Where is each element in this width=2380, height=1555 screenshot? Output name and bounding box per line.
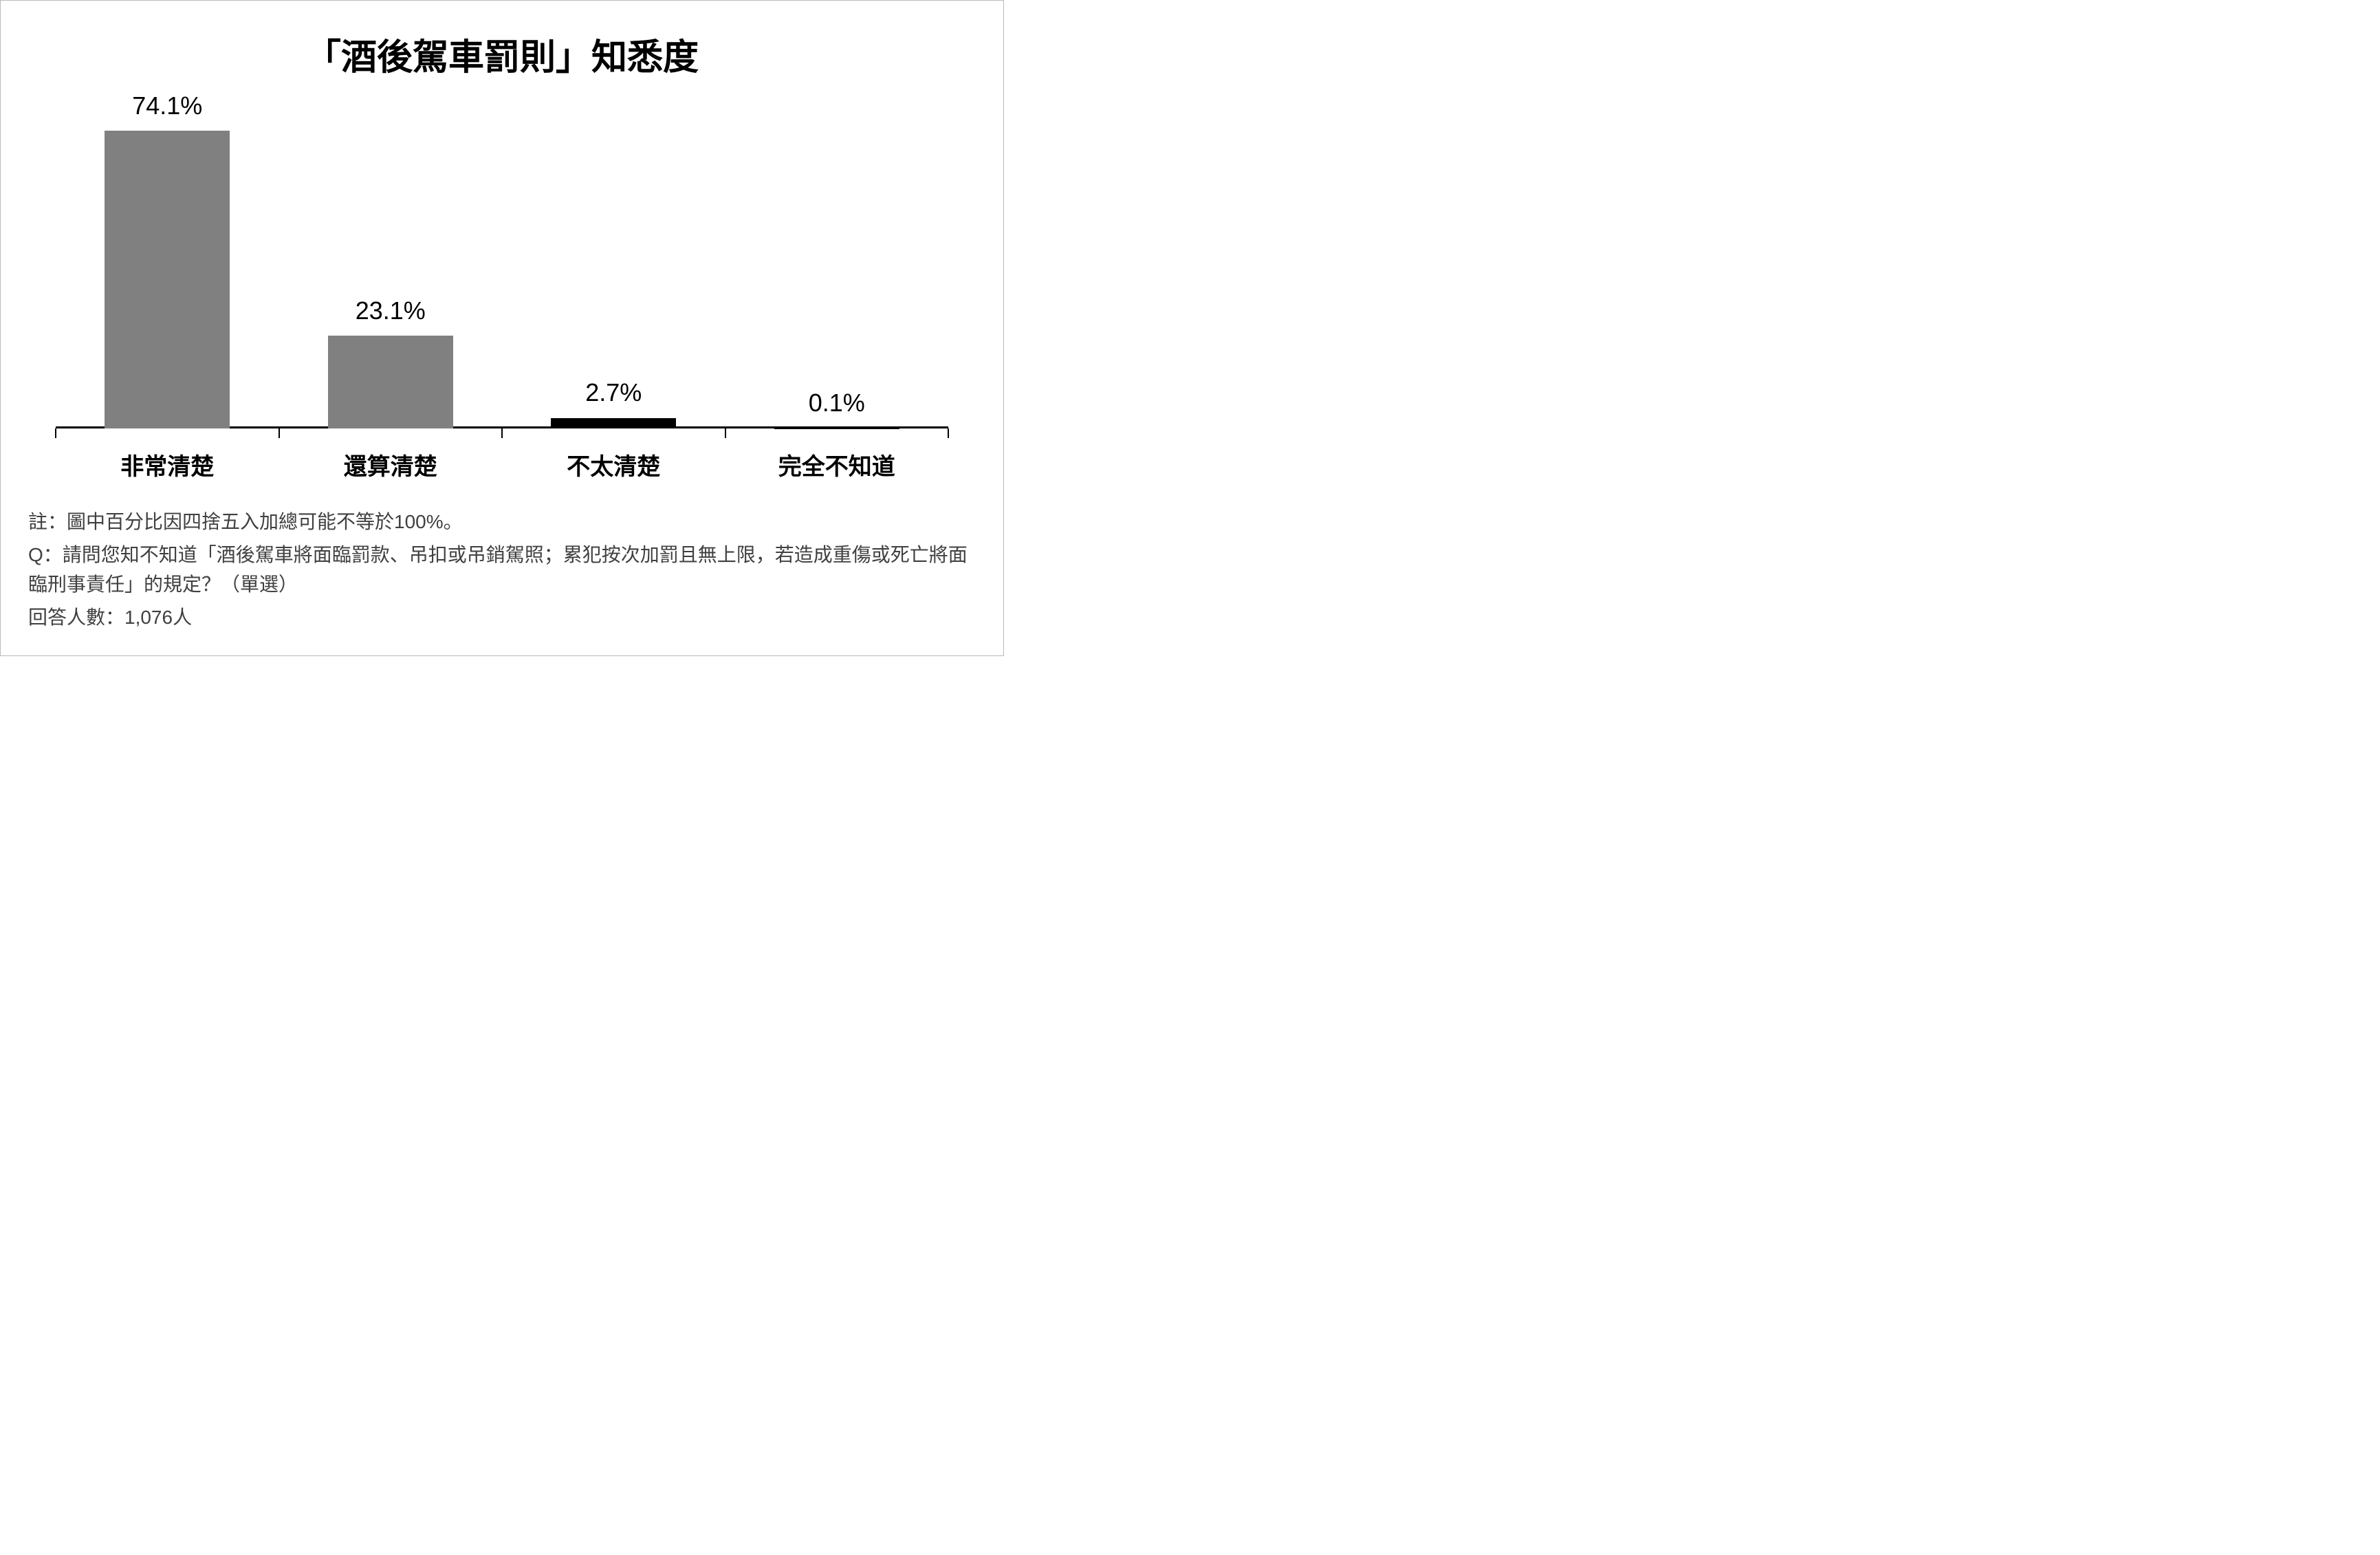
note-respondents: 回答人數：1,076人 — [28, 602, 976, 632]
x-axis-category-label: 非常清楚 — [120, 448, 214, 481]
bar-value-label: 2.7% — [489, 378, 739, 407]
bar-value-label: 74.1% — [43, 91, 292, 120]
bar-rect — [105, 131, 230, 428]
x-axis-category-label: 完全不知道 — [778, 448, 895, 481]
notes-block: 註：圖中百分比因四捨五入加總可能不等於100%。 Q：請問您知不知道「酒後駕車將… — [28, 507, 976, 635]
bar: 0.1% — [774, 428, 899, 429]
note-rounding: 註：圖中百分比因四捨五入加總可能不等於100%。 — [28, 507, 976, 536]
axis-tick — [279, 428, 280, 438]
x-axis-category-label: 還算清楚 — [344, 448, 437, 481]
plot-region: 74.1% 23.1% 2.7% 0.1% — [56, 107, 948, 428]
bar-rect — [774, 428, 899, 429]
bar: 23.1% — [328, 336, 453, 428]
bar-rect — [551, 418, 676, 429]
chart-area: 74.1% 23.1% 2.7% 0.1% — [56, 107, 948, 428]
bar: 74.1% — [105, 131, 230, 428]
bar: 2.7% — [551, 418, 676, 429]
axis-tick — [55, 428, 56, 438]
bar-value-label: 0.1% — [712, 389, 961, 417]
x-axis-category-label: 不太清楚 — [567, 448, 660, 481]
note-question: Q：請問您知不知道「酒後駕車將面臨罰款、吊扣或吊銷駕照；累犯按次加罰且無上限，若… — [28, 540, 976, 600]
axis-tick — [725, 428, 726, 438]
chart-title: 「酒後駕車罰則」知悉度 — [14, 28, 990, 80]
chart-container: 「酒後駕車罰則」知悉度 74.1%23.1%2.7%0.1% 非常清楚還算清楚不… — [0, 0, 1004, 656]
bar-rect — [328, 336, 453, 428]
axis-tick — [948, 428, 949, 438]
axis-tick — [501, 428, 503, 438]
x-axis-labels: 非常清楚 還算清楚 不太清楚 完全不知道 — [56, 448, 948, 479]
bar-value-label: 23.1% — [265, 296, 515, 325]
